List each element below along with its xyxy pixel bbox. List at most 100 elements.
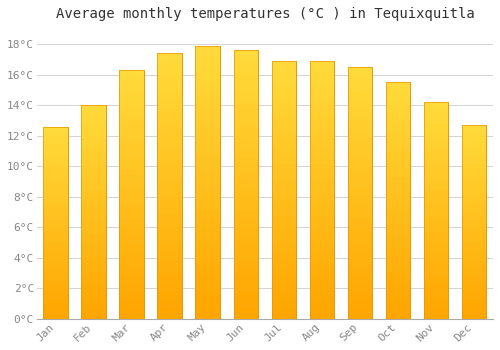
Bar <box>234 66 258 72</box>
Bar <box>424 284 448 288</box>
Bar <box>44 292 68 296</box>
Bar <box>44 223 68 227</box>
Bar <box>44 154 68 158</box>
Bar <box>386 139 410 144</box>
Bar <box>462 276 486 280</box>
Bar <box>386 262 410 267</box>
Bar <box>386 248 410 253</box>
Bar <box>196 248 220 253</box>
Bar <box>234 195 258 201</box>
Bar <box>348 163 372 168</box>
Bar <box>120 289 144 294</box>
Bar <box>44 208 68 211</box>
Bar <box>386 172 410 177</box>
Bar <box>424 310 448 315</box>
Bar <box>310 216 334 221</box>
Bar <box>196 117 220 122</box>
Bar <box>120 229 144 234</box>
Bar <box>82 152 106 156</box>
Bar <box>348 183 372 188</box>
Bar <box>44 134 68 138</box>
Bar <box>44 211 68 215</box>
Bar <box>234 115 258 120</box>
Bar <box>424 202 448 206</box>
Bar <box>234 260 258 265</box>
Bar <box>462 300 486 303</box>
Bar <box>386 191 410 196</box>
Bar <box>158 266 182 271</box>
Bar <box>272 102 296 107</box>
Bar <box>120 120 144 125</box>
Bar <box>272 77 296 82</box>
Bar <box>310 61 334 319</box>
Bar <box>44 219 68 223</box>
Bar <box>386 205 410 210</box>
Bar <box>310 82 334 87</box>
Bar <box>272 278 296 283</box>
Bar <box>348 259 372 264</box>
Bar <box>424 128 448 133</box>
Bar <box>234 185 258 190</box>
Bar <box>386 153 410 158</box>
Bar <box>348 138 372 143</box>
Bar <box>120 140 144 145</box>
Bar <box>348 228 372 233</box>
Bar <box>120 175 144 180</box>
Bar <box>272 200 296 205</box>
Bar <box>196 51 220 57</box>
Bar <box>234 99 258 104</box>
Bar <box>196 286 220 292</box>
Bar <box>158 106 182 112</box>
Bar <box>310 211 334 216</box>
Bar <box>348 72 372 77</box>
Bar <box>196 106 220 111</box>
Bar <box>196 253 220 259</box>
Bar <box>386 295 410 300</box>
Bar <box>310 164 334 169</box>
Bar <box>158 298 182 303</box>
Bar <box>386 111 410 116</box>
Bar <box>310 175 334 180</box>
Bar <box>424 275 448 280</box>
Bar <box>234 303 258 308</box>
Bar <box>386 116 410 120</box>
Bar <box>196 62 220 68</box>
Bar <box>82 131 106 135</box>
Bar <box>82 242 106 246</box>
Bar <box>82 161 106 165</box>
Bar <box>462 187 486 191</box>
Bar <box>386 305 410 309</box>
Bar <box>310 309 334 314</box>
Bar <box>348 118 372 122</box>
Bar <box>158 260 182 266</box>
Bar <box>196 237 220 243</box>
Bar <box>310 102 334 107</box>
Bar <box>386 134 410 139</box>
Bar <box>424 211 448 215</box>
Bar <box>462 303 486 307</box>
Bar <box>82 105 106 319</box>
Bar <box>158 54 182 59</box>
Bar <box>424 150 448 154</box>
Bar <box>234 201 258 206</box>
Bar <box>82 315 106 319</box>
Bar <box>158 122 182 128</box>
Bar <box>44 127 68 319</box>
Bar <box>158 165 182 170</box>
Bar <box>348 264 372 268</box>
Bar <box>44 192 68 196</box>
Bar <box>348 143 372 148</box>
Bar <box>82 169 106 174</box>
Bar <box>386 83 410 319</box>
Bar <box>234 292 258 298</box>
Bar <box>120 244 144 249</box>
Bar <box>462 315 486 319</box>
Bar <box>272 267 296 273</box>
Bar <box>348 289 372 294</box>
Bar <box>120 70 144 319</box>
Bar <box>44 150 68 154</box>
Bar <box>348 304 372 309</box>
Bar <box>272 61 296 66</box>
Bar <box>424 102 448 319</box>
Bar <box>196 128 220 133</box>
